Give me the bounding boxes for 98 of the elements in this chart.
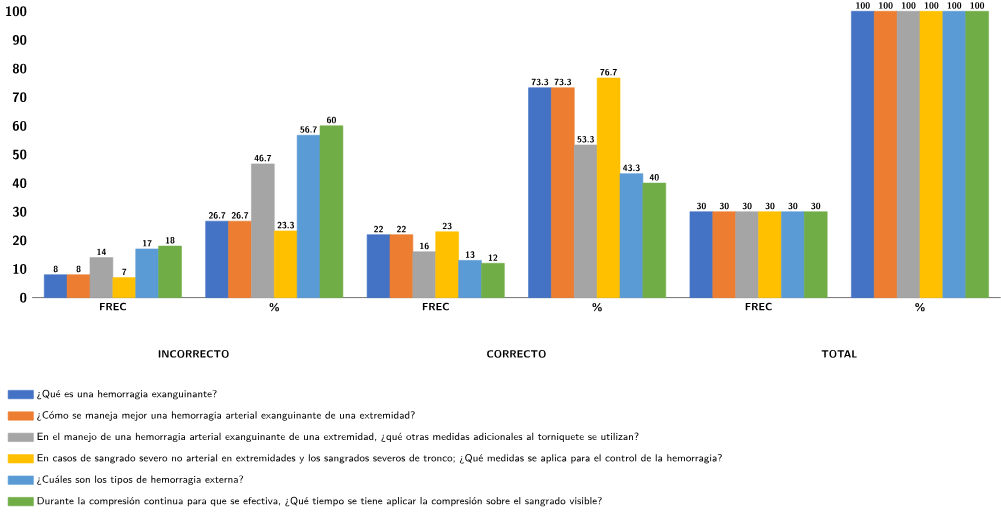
bar: [896, 10, 921, 298]
bar: [228, 220, 252, 298]
bar: [296, 134, 321, 298]
bar: [573, 144, 598, 298]
bar: [389, 234, 414, 298]
x-tick-label: FREC: [422, 302, 449, 311]
bar: [251, 163, 275, 298]
bar: [481, 262, 505, 298]
x-tick-label: %: [269, 302, 279, 312]
bar: [596, 77, 621, 298]
y-tick-label: 70: [12, 92, 27, 102]
bar: [551, 87, 575, 298]
data-label: 30: [811, 202, 821, 210]
data-label: 30: [696, 202, 706, 210]
bar: [435, 231, 459, 298]
data-label: 100: [879, 2, 893, 9]
data-label: 23.3: [277, 221, 294, 229]
y-tick-label: 10: [13, 263, 27, 274]
data-label: 22: [396, 225, 406, 232]
bar: [89, 257, 114, 298]
data-label: 18: [165, 236, 175, 244]
bar: [66, 274, 91, 298]
bar: [319, 125, 344, 298]
text: INCORRECTO: [158, 349, 229, 358]
data-label: 30: [765, 202, 775, 210]
data-label: 8: [53, 265, 58, 273]
legend-label: ¿Qué es una hemorragia exanguinante?: [37, 389, 217, 400]
legend-label: En casos de sangrado severo no arterial en extremidades y los sangrados severos de tronco; ¿Qué medidas se aplica para el control de la hemorragia?: [37, 453, 722, 464]
text: CORRECTO: [487, 349, 546, 358]
bar: [873, 10, 898, 298]
bar: [642, 182, 667, 298]
bar: [689, 211, 714, 298]
data-label: 16: [420, 242, 429, 250]
data-label: 53.3: [577, 135, 594, 143]
y-tick-label: 100: [5, 6, 27, 17]
legend-label: ¿Cuáles son los tipos de hemorragia externa?: [37, 475, 244, 485]
data-label: 23: [442, 222, 452, 230]
x-tick-label: FREC: [100, 302, 127, 311]
y-tick-label: 90: [12, 34, 27, 45]
legend-label: En el manejo de una hemorragia arterial exanguinante de una extremidad, ¿qué otras medidas adicionales al torniquete se utilizan?: [37, 432, 639, 442]
y-tick-label: 0: [20, 292, 27, 303]
legend-label: ¿Cómo se maneja mejor una hemorragia arterial exanguinante de una extremidad?: [37, 411, 415, 421]
bar: [781, 211, 805, 298]
data-label: 46.7: [254, 154, 272, 162]
bar: [965, 10, 989, 298]
data-label: 30: [788, 202, 798, 210]
data-label: 26.7: [208, 211, 226, 219]
y-tick-label: 40: [12, 178, 27, 188]
bar: [942, 10, 967, 298]
text: TOTAL: [821, 349, 857, 358]
bar: [205, 220, 229, 298]
bar: [735, 211, 759, 298]
data-label: 100: [947, 2, 962, 9]
bar: [43, 274, 68, 298]
bar: [919, 10, 944, 298]
legend-label: Durante la compresión continua para que se efectiva, ¿Qué tiempo se tiene aplicar la compresión sobre el sangrado visible?: [37, 496, 602, 507]
bar: [273, 230, 298, 298]
data-label: 56.7: [300, 126, 317, 133]
y-tick-label: 50: [12, 149, 27, 160]
x-tick-label: %: [592, 302, 602, 312]
data-label: 30: [719, 202, 729, 210]
x-tick-label: FREC: [745, 302, 772, 311]
data-label: 17: [142, 239, 152, 247]
data-label: 43.3: [623, 164, 640, 171]
data-label: 100: [970, 2, 985, 9]
bar: [804, 211, 828, 298]
data-label: 30: [742, 202, 752, 210]
data-label: 60: [326, 116, 336, 124]
data-label: 76.7: [600, 68, 617, 76]
y-tick-label: 60: [12, 120, 27, 131]
bar: [619, 173, 644, 298]
bar: [158, 245, 182, 298]
data-label: 100: [924, 2, 939, 9]
data-label: 26.7: [231, 211, 249, 219]
bar: [528, 87, 552, 298]
data-label: 100: [901, 2, 916, 9]
data-label: 13: [465, 251, 475, 258]
x-tick-label: %: [915, 302, 925, 312]
bar: [458, 259, 482, 298]
data-label: 100: [856, 2, 870, 9]
y-tick-label: 30: [12, 206, 27, 217]
data-label: 40: [649, 173, 659, 181]
data-label: 14: [97, 248, 107, 255]
bar: [758, 211, 782, 298]
y-tick-label: 80: [12, 63, 27, 74]
bar: [412, 251, 437, 298]
data-label: 73.3: [531, 78, 549, 86]
data-label: 73.3: [554, 78, 572, 86]
bar: [135, 248, 159, 298]
bar: [851, 10, 875, 298]
bar: [112, 277, 137, 298]
bar: [366, 234, 391, 298]
bar: [712, 211, 736, 298]
data-label: 7: [122, 268, 127, 275]
data-label: 8: [76, 265, 81, 273]
data-label: 22: [374, 225, 383, 232]
y-tick-label: 20: [12, 235, 27, 246]
data-label: 12: [488, 254, 498, 261]
